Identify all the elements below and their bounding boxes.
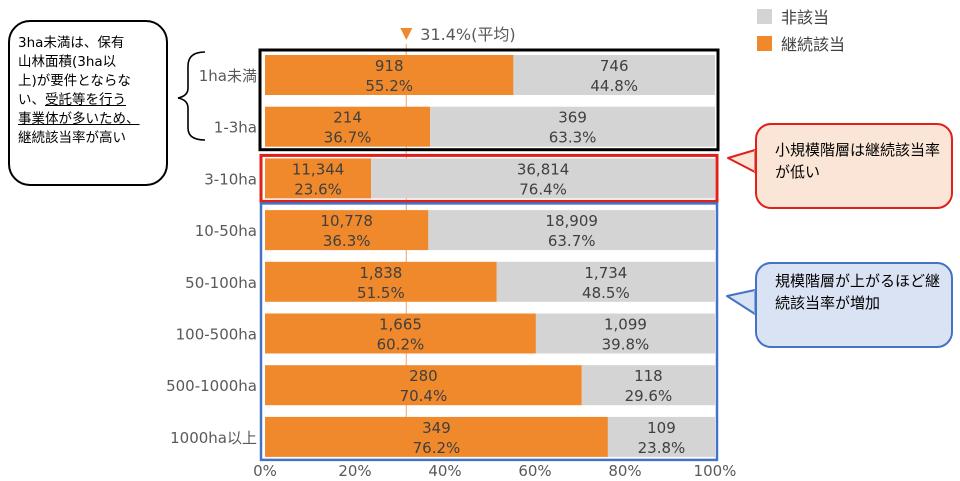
count-label-continuing-4: 1,838 (359, 264, 402, 282)
x-tick-label-0: 0% (253, 462, 277, 480)
count-label-continuing-7: 349 (422, 419, 451, 437)
callout-small-scale-low-rate: 小規模階層は継続該当率が低い (755, 123, 953, 209)
callout-left-line-1: 3ha未満は、保有 (18, 35, 125, 51)
brace-1-3ha (177, 51, 206, 141)
bar-continuing-6 (265, 365, 582, 406)
count-label-non-applicable-0: 746 (600, 57, 629, 75)
pct-label-non-applicable-7: 23.8% (638, 439, 686, 457)
count-label-non-applicable-4: 1,734 (584, 264, 627, 282)
pct-label-continuing-1: 36.7% (324, 129, 372, 147)
count-label-continuing-2: 11,344 (292, 160, 345, 178)
bar-non-applicable-1 (430, 106, 715, 147)
bar-non-applicable-4 (496, 261, 715, 302)
pct-label-non-applicable-3: 63.7% (548, 232, 596, 250)
x-tick-label-3: 60% (518, 462, 551, 480)
highlight-box-small-holdings (258, 48, 720, 152)
pct-label-continuing-5: 60.2% (377, 336, 425, 354)
callout-left-line-4b: 受託等を行う (45, 92, 126, 108)
pct-label-non-applicable-4: 48.5% (582, 284, 630, 302)
pct-label-non-applicable-2: 76.4% (519, 180, 567, 198)
legend-label-0: 非該当 (781, 8, 829, 27)
legend-label-1: 継続該当 (781, 35, 845, 54)
pct-label-continuing-6: 70.4% (400, 387, 448, 405)
x-tick-label-4: 80% (608, 462, 641, 480)
category-label-0: 1ha未満 (199, 67, 257, 85)
pct-label-non-applicable-0: 44.8% (590, 77, 638, 95)
callout-left-line-2: 山林面積(3ha以 (18, 54, 117, 70)
callout-larger-scale-increase: 規模階層が上がるほど継続該当率が増加 (755, 262, 953, 348)
count-label-continuing-3: 10,778 (320, 212, 373, 230)
bar-continuing-1 (265, 106, 431, 147)
x-tick-label-1: 20% (338, 462, 371, 480)
count-label-non-applicable-6: 118 (634, 367, 663, 385)
callout-left-line-4a: い、 (18, 92, 45, 108)
bar-non-applicable-7 (607, 416, 715, 457)
pct-label-non-applicable-6: 29.6% (625, 387, 673, 405)
pct-label-continuing-2: 23.6% (294, 180, 342, 198)
bar-continuing-4 (265, 261, 497, 302)
bar-continuing-3 (265, 210, 429, 251)
average-marker (400, 28, 413, 40)
count-label-non-applicable-5: 1,099 (604, 316, 647, 334)
x-tick-label-2: 40% (428, 462, 461, 480)
category-label-4: 50-100ha (185, 274, 257, 292)
category-label-3: 10-50ha (195, 222, 257, 240)
category-label-5: 100-500ha (176, 326, 257, 344)
bar-continuing-2 (265, 158, 372, 199)
category-label-7: 1000ha以上 (170, 429, 257, 447)
count-label-non-applicable-3: 18,909 (545, 212, 598, 230)
highlight-box-3-10ha (259, 153, 719, 203)
count-label-continuing-1: 214 (333, 109, 362, 127)
bar-non-applicable-6 (581, 365, 715, 406)
legend-swatch-1 (757, 36, 772, 51)
count-label-continuing-0: 918 (375, 57, 404, 75)
x-tick-label-5: 100% (694, 462, 737, 480)
bar-non-applicable-0 (513, 55, 715, 95)
bar-continuing-5 (265, 313, 536, 354)
callout-small-holdings-note: 3ha未満は、保有 山林面積(3ha以 上)が要件とならな い、受託等を行う 事… (8, 20, 168, 186)
count-label-non-applicable-1: 369 (558, 109, 587, 127)
count-label-continuing-5: 1,665 (379, 316, 422, 334)
pct-label-continuing-3: 36.3% (323, 232, 371, 250)
bar-continuing-0 (265, 55, 514, 95)
count-label-non-applicable-7: 109 (647, 419, 676, 437)
callout-pointer-red (727, 149, 756, 173)
pct-label-continuing-7: 76.2% (413, 439, 461, 457)
bar-non-applicable-3 (428, 210, 715, 251)
bar-non-applicable-2 (371, 158, 715, 199)
count-label-continuing-6: 280 (409, 367, 438, 385)
callout-left-line-4: い、受託等を行う (18, 91, 160, 110)
category-label-6: 500-1000ha (166, 377, 257, 395)
pct-label-continuing-4: 51.5% (357, 284, 405, 302)
pct-label-non-applicable-5: 39.8% (602, 336, 650, 354)
callout-left-line-6: 継続該当率が高い (18, 130, 126, 146)
callout-left-line-5: 事業体が多いため、 (18, 111, 140, 127)
bar-continuing-7 (265, 416, 608, 457)
callout-pointer-blue (726, 289, 756, 315)
bar-non-applicable-5 (535, 313, 715, 354)
average-label: 31.4%(平均) (420, 25, 515, 44)
count-label-non-applicable-2: 36,814 (517, 160, 570, 178)
category-label-2: 3-10ha (204, 170, 257, 188)
highlight-box-10ha-plus (259, 202, 719, 462)
callout-left-line-3: 上)が要件とならな (18, 73, 131, 89)
pct-label-non-applicable-1: 63.3% (549, 129, 597, 147)
pct-label-continuing-0: 55.2% (365, 77, 413, 95)
legend-swatch-0 (757, 9, 772, 24)
category-label-1: 1-3ha (214, 119, 257, 137)
